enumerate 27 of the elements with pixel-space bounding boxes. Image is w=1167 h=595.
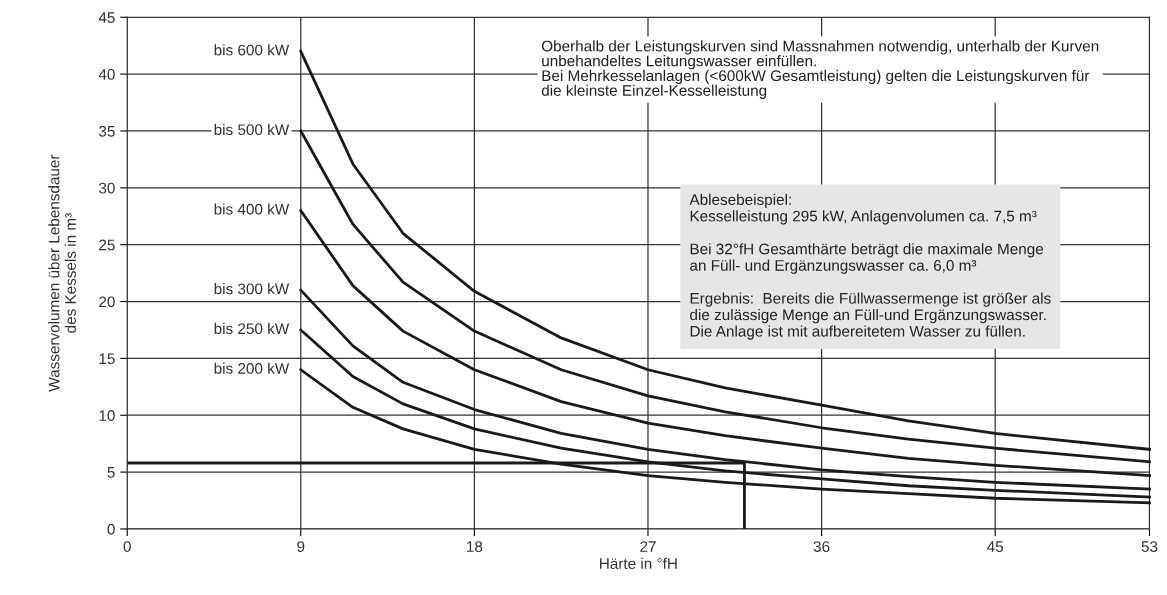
series-label: bis 500 kW bbox=[214, 123, 290, 136]
x-tick-label: 53 bbox=[1141, 541, 1158, 552]
y-tick-label: 10 bbox=[99, 410, 115, 421]
x-tick-label: 45 bbox=[987, 541, 1004, 552]
y-tick-label: 20 bbox=[99, 296, 115, 308]
x-tick-label: 27 bbox=[640, 541, 656, 552]
series-label: bis 400 kW bbox=[214, 203, 290, 215]
text: Ablesebeispiel: Kesselleistung 295 kW, Anlagenvolumen ca. 7,5 m³ Bei 32°fH Gesamthärte beträgt die maximale Menge an Füll- und Ergänzungswasser ca. 6,0 m³ Ergebnis: Bereits die Füllwassermenge ist größer als die zulässige Menge an Füll-und Ergänzungswasser. Die Anlage ist mit aufbereitetem Wasser zu füllen. bbox=[689, 193, 1051, 340]
x-tick-label: 36 bbox=[813, 541, 830, 552]
annotation: Oberhalb der Leistungskurven sind Massnahmen notwendig, unterhalb der Kurven unbehandeltes Leitungswasser einfüllen. Bei Mehrkesselanlagen (<600kW Gesamtleistung) gelten die Leistungskurven für die kleinste Einzel-Kesselleistung bbox=[541, 40, 1099, 99]
y-tick-label: 0 bbox=[107, 523, 115, 535]
x-axis-title: Härte in °fH bbox=[600, 557, 677, 569]
x-tick-label: 18 bbox=[467, 541, 483, 552]
y-tick-label: 15 bbox=[99, 353, 115, 365]
y-tick-label: 5 bbox=[107, 467, 115, 478]
x-tick-label: 0 bbox=[123, 541, 131, 552]
series-label: bis 250 kW bbox=[214, 322, 290, 335]
y-tick-label: 40 bbox=[98, 68, 115, 80]
series-label: bis 200 kW bbox=[214, 362, 290, 374]
y-tick-label: 25 bbox=[99, 239, 115, 251]
series-label: bis 300 kW bbox=[214, 283, 290, 295]
series-label: bis 600 kW bbox=[214, 44, 290, 56]
y-axis-title: Wasservolumen über Lebensdauer des Kessels in m³ bbox=[48, 154, 76, 392]
y-tick-label: 45 bbox=[98, 12, 115, 23]
x-tick-label: 9 bbox=[297, 541, 305, 552]
y-tick-label: 35 bbox=[98, 125, 115, 137]
y-tick-label: 30 bbox=[98, 182, 115, 194]
